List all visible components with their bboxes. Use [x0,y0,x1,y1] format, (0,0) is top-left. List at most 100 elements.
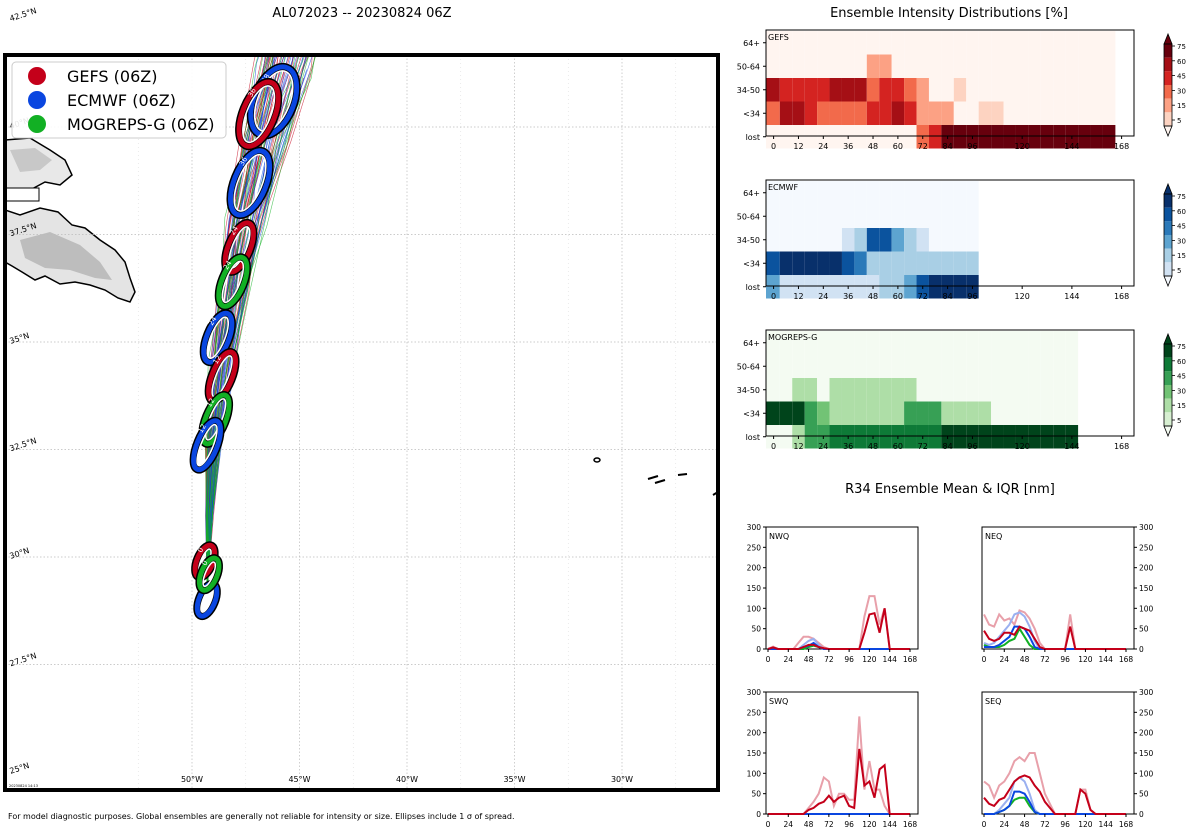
row-label: <34 [743,259,760,268]
heatmap-cell [978,101,992,125]
r34-x-label: 72 [824,820,834,829]
heatmap-cell [966,228,979,252]
ellipse-hour-label: 24 [222,259,234,271]
colorbar-label: 15 [1177,402,1186,410]
heatmap-cell [1015,401,1029,425]
heatmap-cell [766,331,780,355]
heatmap-cell [766,101,780,125]
heatmap-cell [792,204,805,228]
heatmap-cell [904,275,917,299]
heatmap-cell [866,378,880,402]
x-tick-label: 60 [893,142,903,151]
map-stamp: 20230824 14:13 [9,784,38,788]
track-map: 7248483636242424121212000 25°N27.5°N30°N… [3,6,720,792]
colorbar-label: 60 [1177,208,1186,216]
heatmap-cell [779,228,793,252]
heatmap-cell [891,331,905,355]
heatmap-cell [978,378,992,402]
ellipse-hour-label: 12 [197,423,208,435]
heatmap-cell [941,181,954,205]
heatmap-cell [779,251,793,275]
heatmap-cell [841,251,855,275]
heatmap-cell [1003,425,1016,449]
x-tick-label: 84 [943,142,953,151]
lon-label: 30°W [611,775,633,784]
x-tick-label: 48 [868,142,878,151]
heatmap-cell [779,181,793,205]
heatmap-cell [766,54,780,78]
heatmap-cell [941,331,954,355]
lon-label: 35°W [503,775,525,784]
heatmap-cell [1028,378,1041,402]
heatmap-cell [841,31,855,55]
heatmap-cell [792,101,805,125]
x-tick-label: 36 [843,292,853,301]
heatmap-cell [904,181,917,205]
heatmap-cell [891,78,905,102]
heatmap-cell [779,204,793,228]
heatmap-cell [953,204,967,228]
colorbar-label: 5 [1177,417,1181,425]
x-tick-label: 168 [1114,292,1129,301]
heatmap-cell [991,31,1004,55]
colorbar-bottom-arrow [1163,425,1173,438]
colorbar-frame [1163,343,1173,427]
colorbar-segment [1164,194,1172,208]
map-footnote: For model diagnostic purposes. Global en… [8,812,515,821]
r34-x-label: 144 [1099,655,1114,664]
heatmap-cell [1102,101,1116,125]
heatmap-cell [1053,378,1066,402]
heatmap-cell [779,425,793,449]
heatmap-cell [804,181,818,205]
heatmap-cell [841,331,855,355]
row-label: <34 [743,109,760,118]
r34-y-label: 50 [1139,625,1149,634]
heatmap-cell [1040,54,1054,78]
heatmap-cell [817,54,830,78]
heatmap-cell [1053,54,1066,78]
heatmap-cell [966,331,979,355]
row-label: 50-64 [737,62,760,71]
colorbar-label: 75 [1177,343,1186,351]
heatmap-cell [1028,331,1041,355]
heatmap-cell [1102,54,1116,78]
heatmap-cell [904,228,917,252]
colorbar-segment [1164,262,1172,276]
heatmap-cell [879,54,892,78]
colorbar-segment [1164,412,1172,426]
heatmap-cell [804,31,818,55]
heatmap-cell [916,331,929,355]
x-tick-label: 0 [771,292,776,301]
heatmap-cell [1015,331,1029,355]
heatmap-cell [829,275,842,299]
heatmap-cell [1028,125,1041,149]
heatmap-cell [817,31,830,55]
r34-y-label: 0 [756,645,761,654]
heatmap-cell [766,31,780,55]
heatmap-cell [1003,378,1016,402]
heatmap-cell [879,378,892,402]
colorbar-segment [1164,207,1172,222]
heatmap-cell [804,54,818,78]
heatmap-cell [817,181,830,205]
heatmap-cell [941,101,954,125]
row-label: 64+ [743,339,760,348]
heatmap-cell [1053,401,1066,425]
heatmap-cell [916,354,929,378]
heatmap-cell [1078,101,1091,125]
heatmap-cell [904,204,917,228]
heatmap-cell [1078,78,1091,102]
x-tick-label: 84 [943,442,953,451]
heatmap-cell [804,331,818,355]
heatmap-cell [1028,401,1041,425]
ellipse-inner [242,85,276,144]
heatmap-cell [904,251,917,275]
colorbar-bottom-arrow [1163,275,1173,288]
heatmap-cell [817,331,830,355]
x-tick-label: 96 [967,142,977,151]
r34-x-label: 144 [883,655,898,664]
heatmap-cell [991,125,1004,149]
heatmap-cell [916,228,929,252]
r34-x-label: 96 [1060,655,1070,664]
heatmap-cell [1065,78,1079,102]
